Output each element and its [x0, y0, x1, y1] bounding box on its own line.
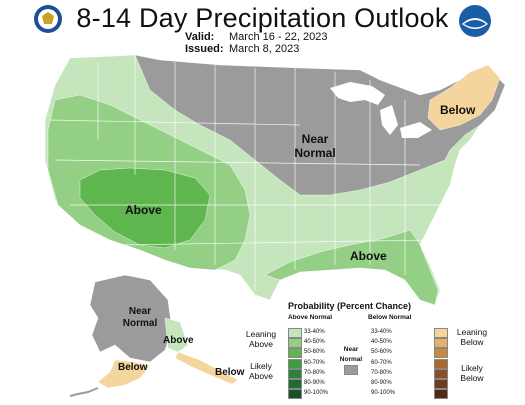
legend-near-normal-swatch	[344, 365, 358, 375]
legend-above-range-6: 90-100%	[304, 390, 329, 397]
legend-above-swatch-1	[288, 338, 302, 349]
legend-above-swatch-3	[288, 358, 302, 369]
label-above-southwest: Above	[125, 203, 162, 217]
southeast-above-40-50-region	[264, 229, 439, 306]
legend-title: Probability (Percent Chance)	[288, 301, 412, 311]
legend-above-swatch-4	[288, 368, 302, 379]
issued-label: Issued:	[185, 43, 224, 55]
valid-label: Valid:	[185, 31, 215, 43]
alaska-above-region	[164, 317, 189, 353]
southwest-above-50-60-region	[79, 167, 211, 249]
noaa-logo-icon	[459, 5, 491, 37]
legend-near-normal: Near Normal	[339, 346, 363, 363]
legend-leaning-below: Leaning Below	[456, 327, 488, 347]
alaska-near-normal-region	[89, 274, 173, 363]
label-near-normal: Near Normal	[294, 132, 336, 160]
legend-above-range-5: 80-90%	[304, 380, 325, 386]
page-title: 8-14 Day Precipitation Outlook	[76, 3, 449, 33]
legend-above-range-2: 50-60%	[304, 349, 325, 356]
valid-dates: Valid: March 16 - 22, 2023	[185, 31, 327, 43]
label-alaska-near-normal: Near Normal	[122, 306, 158, 329]
label-alaska-below: Below	[118, 362, 148, 373]
legend-below-range-4: 70-80%	[371, 369, 392, 376]
issued-value: March 8, 2023	[229, 43, 300, 55]
great-lakes	[330, 82, 432, 138]
legend-below-range-2: 50-60%	[371, 349, 392, 356]
legend-below-range-1: 40-50%	[371, 339, 392, 346]
label-below-northeast: Below	[440, 103, 476, 117]
issued-date: Issued: March 8, 2023	[185, 43, 299, 55]
state-boundaries	[49, 55, 440, 290]
legend-below-header: Below Normal	[368, 314, 412, 321]
label-above-southeast: Above	[350, 249, 387, 263]
legend-below-swatch-0	[434, 328, 448, 338]
legend-below-swatch-1	[434, 338, 448, 349]
legend-below-range-3: 60-70%	[371, 359, 392, 366]
legend-above-swatch-0	[288, 328, 302, 338]
northeast-below-region	[427, 64, 501, 131]
legend-likely-below: Likely Below	[460, 363, 484, 383]
legend-above-range-0: 33-40%	[304, 329, 325, 335]
legend-above-range-3: 60-70%	[304, 359, 325, 366]
label-alaska-panhandle-below: Below	[215, 367, 245, 378]
doc-seal-icon	[34, 5, 62, 33]
legend-above-range-4: 70-80%	[304, 369, 325, 376]
legend-below-swatch-6	[434, 389, 448, 400]
legend-above-swatch-5	[288, 379, 302, 389]
legend-above-swatch-6	[288, 389, 302, 400]
alaska-south-below-region	[97, 359, 151, 389]
legend-below-range-0: 33-40%	[371, 329, 392, 335]
legend: Probability (Percent Chance) Above Norma…	[238, 301, 525, 405]
legend-above-header: Above Normal	[288, 314, 333, 321]
legend-below-swatch-5	[434, 379, 448, 389]
alaska-panhandle-below-region	[174, 351, 239, 385]
legend-leaning-above: Leaning Above	[245, 329, 277, 349]
label-alaska-above: Above	[163, 335, 194, 346]
legend-above-range-1: 40-50%	[304, 339, 325, 346]
near-normal-region	[134, 54, 506, 196]
legend-above-swatch-2	[288, 348, 302, 359]
aleutian-islands	[69, 387, 99, 397]
valid-value: March 16 - 22, 2023	[229, 31, 328, 43]
legend-below-swatch-2	[434, 348, 448, 359]
legend-below-range-5: 80-90%	[371, 380, 392, 386]
legend-below-swatch-4	[434, 368, 448, 379]
legend-likely-above: Likely Above	[248, 361, 274, 381]
legend-below-swatch-3	[434, 358, 448, 369]
legend-below-range-6: 90-100%	[371, 390, 396, 397]
